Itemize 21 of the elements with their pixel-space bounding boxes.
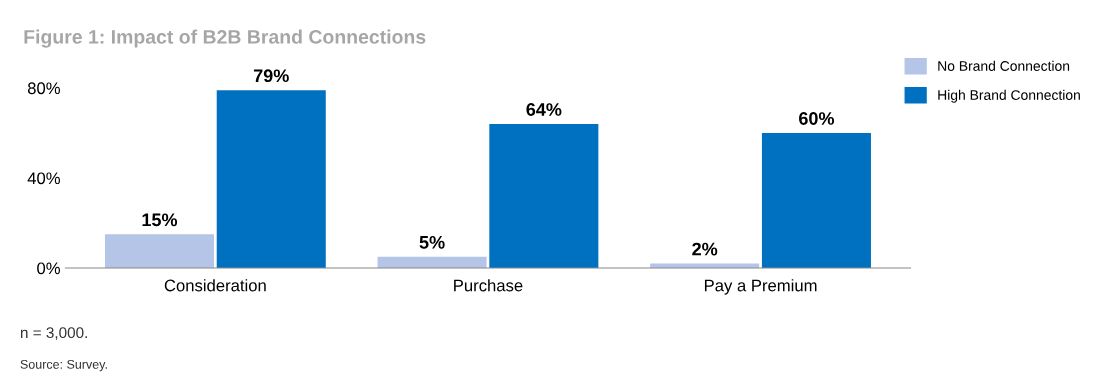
bar (104, 234, 214, 269)
bar (761, 132, 871, 269)
x-tick-label: Pay a Premium (704, 279, 817, 295)
bar (489, 123, 599, 269)
bar (216, 90, 326, 269)
x-tick-label: Consideration (164, 279, 266, 292)
legend-label: High Brand Connection (938, 89, 1080, 103)
data-label: 60% (799, 112, 835, 125)
legend-label: No Brand Connection (938, 60, 1070, 71)
data-label: 2% (692, 242, 718, 256)
y-tick-label: 80% (27, 82, 60, 95)
source-note: Source: Survey. (20, 359, 107, 372)
y-tick-label: 40% (27, 172, 60, 185)
x-tick-label: Purchase (454, 279, 523, 292)
chart-title: Figure 1: Impact of B2B Brand Connections (24, 29, 426, 48)
data-label: 64% (526, 103, 562, 116)
data-label: 5% (419, 235, 445, 249)
data-label: 79% (253, 69, 289, 83)
data-label: 15% (142, 213, 178, 227)
text: n = 3,000. (20, 327, 87, 340)
y-tick-label: 0% (37, 262, 60, 275)
